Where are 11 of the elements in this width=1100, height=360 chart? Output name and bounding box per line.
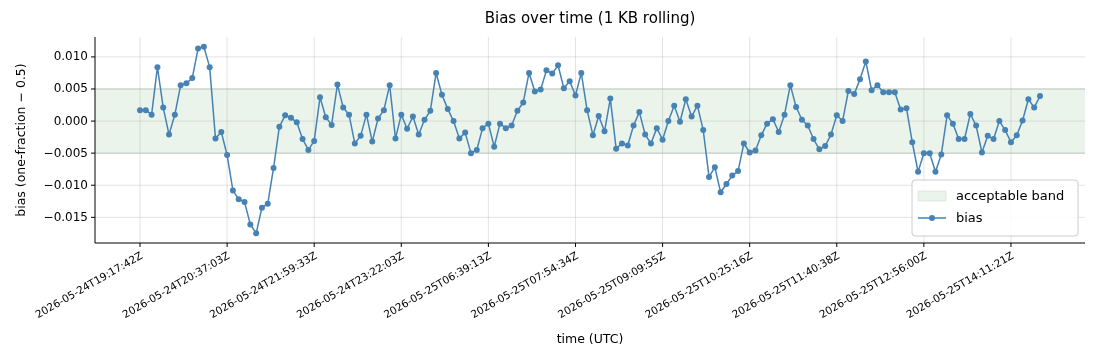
y-tick-label: 0.000 <box>53 113 88 128</box>
y-axis-title: bias (one-fraction − 0.5) <box>13 63 28 217</box>
x-axis-title: time (UTC) <box>556 331 624 346</box>
y-tick-label: 0.005 <box>53 81 88 96</box>
y-tick-label: −0.005 <box>43 145 88 160</box>
legend-label: bias <box>956 209 983 225</box>
legend-label: acceptable band <box>956 187 1065 203</box>
y-tick-label: −0.010 <box>43 177 88 192</box>
y-tick-label: 0.010 <box>53 49 88 64</box>
y-tick-label: −0.015 <box>43 209 88 224</box>
chart-title: Bias over time (1 KB rolling) <box>484 9 696 27</box>
